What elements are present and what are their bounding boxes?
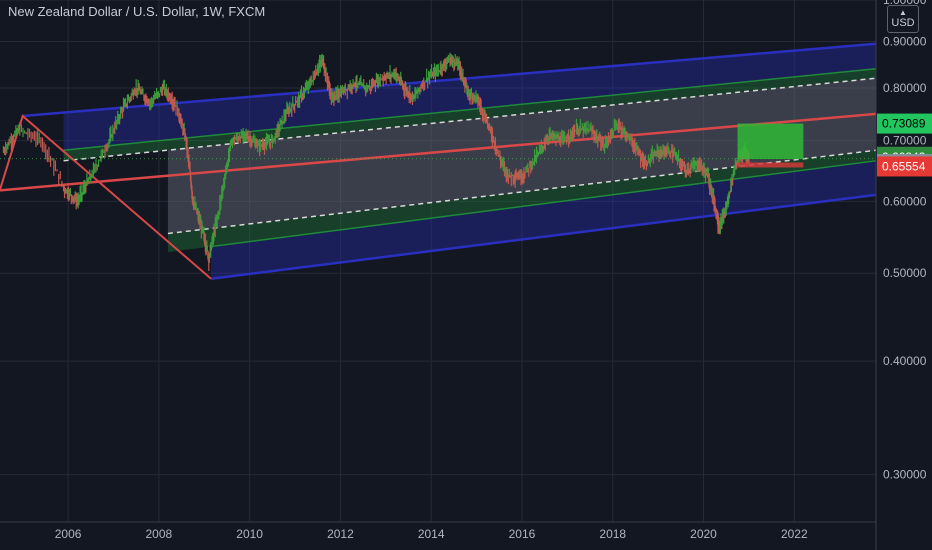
lower-channel-line (210, 193, 877, 281)
x-tick-label: 2010 (236, 527, 263, 541)
upper-channel-line (22, 42, 877, 118)
y-tick-label: 0.60000 (883, 194, 927, 208)
y-tick-label: 0.80000 (883, 81, 927, 95)
y-tick-label: 1.00000 (883, 0, 927, 7)
x-tick-label: 2022 (781, 527, 808, 541)
y-tick-label: 0.30000 (883, 468, 927, 482)
chevron-up-icon: ▲ (899, 8, 907, 17)
median-line (0, 112, 877, 192)
y-tick-label: 0.40000 (883, 354, 927, 368)
x-tick-label: 2006 (55, 527, 82, 541)
x-tick-label: 2008 (146, 527, 173, 541)
price-label-value: 0.73089 (882, 117, 926, 131)
target-zone-box (737, 123, 804, 160)
x-tick-label: 2016 (509, 527, 536, 541)
pitchfork-handle (0, 114, 212, 280)
price-label-tag (877, 113, 932, 134)
x-tick-label: 2018 (599, 527, 626, 541)
upper-inner-line (63, 67, 877, 152)
pitchfork-lines (0, 42, 877, 281)
x-tick-label: 2012 (327, 527, 354, 541)
x-tick-label: 2020 (690, 527, 717, 541)
y-tick-label: 0.50000 (883, 266, 927, 280)
lower-inner-band (167, 150, 877, 253)
currency-label: USD (891, 17, 915, 29)
upper-dashed-line (63, 77, 877, 162)
stop-zone-box (737, 162, 804, 168)
chart-title: New Zealand Dollar / U.S. Dollar, 1W, FX… (8, 4, 266, 19)
x-tick-label: 2014 (418, 527, 445, 541)
y-tick-label: 0.90000 (883, 35, 927, 49)
price-series (0, 52, 876, 271)
price-label-value: 0.65554 (882, 159, 926, 173)
center-band (63, 78, 876, 234)
position-boxes (737, 123, 804, 168)
upper-outer-band (22, 43, 877, 151)
y-tick-label: 0.70000 (883, 134, 927, 148)
lower-inner-line (210, 160, 877, 248)
price-label-tag (877, 156, 932, 177)
currency-button[interactable]: ▲ USD (887, 5, 919, 33)
